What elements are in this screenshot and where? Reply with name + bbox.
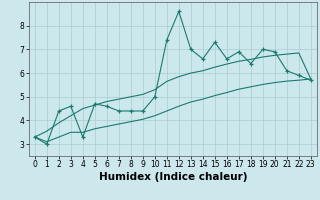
X-axis label: Humidex (Indice chaleur): Humidex (Indice chaleur) <box>99 172 247 182</box>
